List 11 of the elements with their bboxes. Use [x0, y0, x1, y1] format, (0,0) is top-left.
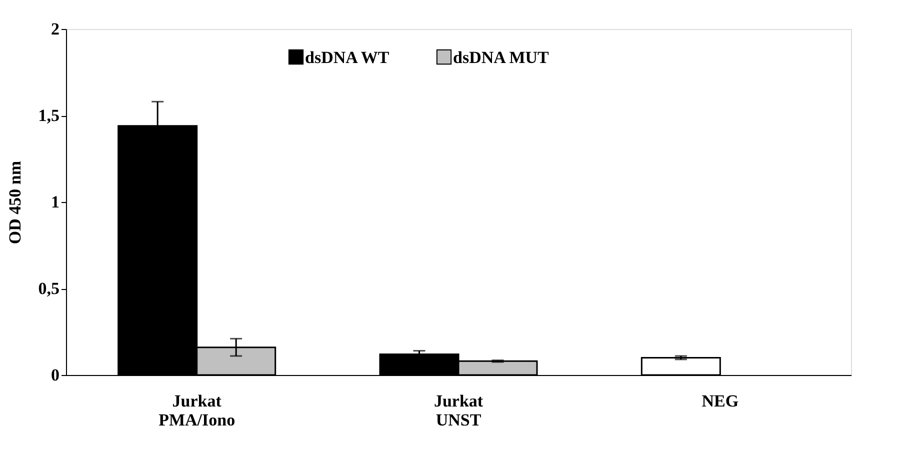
- legend-label: dsDNA WT: [305, 48, 390, 67]
- legend-label: dsDNA MUT: [453, 48, 550, 67]
- y-axis-title: OD 450 nm: [5, 160, 24, 244]
- y-tick-label: 0: [51, 366, 60, 384]
- y-tick-label: 2: [51, 20, 60, 38]
- y-tick-label: 1,5: [38, 106, 60, 125]
- y-tick-label: 1: [51, 192, 60, 212]
- x-tick-label: Jurkat PMA/Iono: [158, 392, 236, 430]
- x-tick-label: NEG: [702, 392, 739, 410]
- x-tick-label: Jurkat UNST: [434, 392, 484, 430]
- y-tick-label: 0,5: [38, 279, 60, 298]
